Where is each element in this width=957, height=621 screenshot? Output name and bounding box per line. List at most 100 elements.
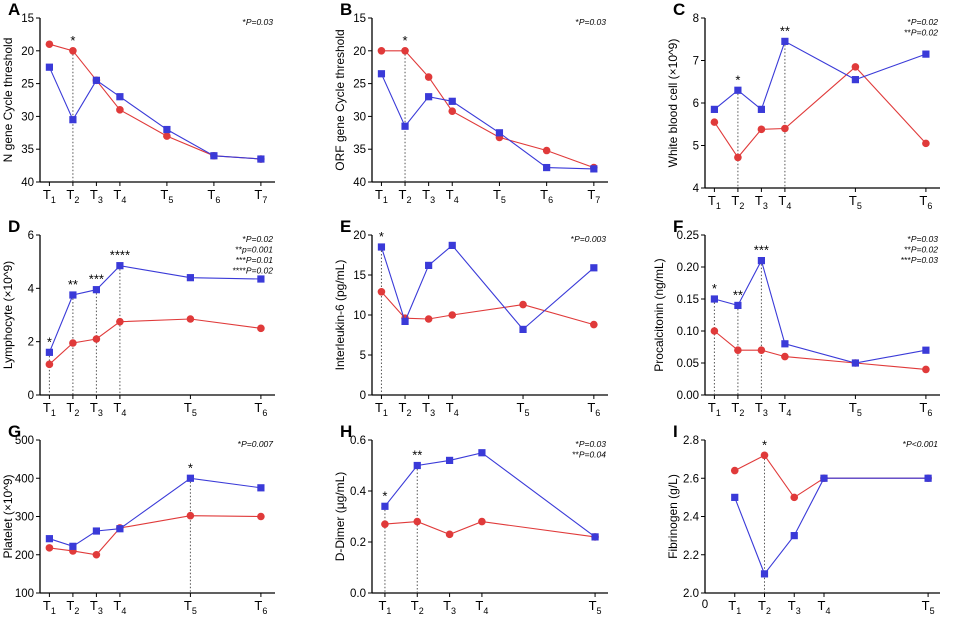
panel-f: F 0.00 0.05 0.10 0.15 0.20 0.25 Procalcitonin (… xyxy=(652,217,940,418)
x-tick-label: T5 xyxy=(849,193,862,211)
data-point-blue xyxy=(495,129,504,137)
data-point-red xyxy=(381,520,389,528)
panel-letter: B xyxy=(340,0,352,19)
data-point-blue xyxy=(69,291,77,299)
p-value-annotation: **P=0.02 xyxy=(904,245,938,255)
y-tick-label: 30 xyxy=(21,111,34,123)
data-point-red xyxy=(92,550,101,559)
y-tick-label: 2.6 xyxy=(683,473,699,485)
x-tick-label: T3 xyxy=(90,187,103,205)
p-value-annotation: *P=0.03 xyxy=(576,17,607,27)
significance-stars: * xyxy=(379,229,384,244)
y-tick-label: 25 xyxy=(353,79,366,91)
x-tick-label: T4 xyxy=(778,400,791,418)
data-point-blue xyxy=(924,474,932,482)
x-tick-label: T3 xyxy=(788,598,801,616)
data-point-blue xyxy=(731,493,739,501)
x-tick-label: T6 xyxy=(254,400,267,418)
series-line-blue xyxy=(380,73,594,170)
data-point-red xyxy=(448,107,457,115)
panel-letter: I xyxy=(673,422,678,441)
data-point-blue xyxy=(92,527,100,535)
series-line-blue xyxy=(48,66,261,160)
data-point-blue xyxy=(922,346,930,354)
p-value-annotation: *P=0.03 xyxy=(576,439,607,449)
y-tick-label: 0.2 xyxy=(350,537,366,549)
y-tick-label: 40 xyxy=(353,177,366,189)
data-point-red xyxy=(116,106,124,114)
x-tick-label: T2 xyxy=(66,187,79,205)
data-point-red xyxy=(92,335,101,343)
data-point-blue xyxy=(734,86,742,94)
data-point-red xyxy=(445,530,454,539)
data-point-red xyxy=(45,360,54,369)
data-point-blue xyxy=(710,105,718,113)
data-point-blue xyxy=(401,317,409,325)
data-point-red xyxy=(45,544,54,552)
x-tick-label: T6 xyxy=(919,400,932,418)
x-tick-label: T3 xyxy=(422,187,435,205)
x-tick-label: T1 xyxy=(708,400,721,418)
x-tick-label: T2 xyxy=(66,400,79,418)
y-tick-label: 20 xyxy=(21,46,34,58)
y-tick-label: 6 xyxy=(28,230,34,242)
series-line-blue xyxy=(49,477,261,547)
data-point-blue xyxy=(116,93,124,101)
significance-stars: * xyxy=(188,460,193,475)
data-point-red xyxy=(757,346,766,355)
x-tick-label: T2 xyxy=(411,598,424,616)
x-tick-label: T1 xyxy=(43,400,56,418)
data-point-blue xyxy=(257,484,265,492)
data-point-red xyxy=(424,73,433,81)
x-tick-label: T7 xyxy=(254,187,267,205)
significance-stars: ** xyxy=(68,277,78,292)
p-value-annotation: ****P=0.02 xyxy=(233,266,274,276)
series-line-blue xyxy=(48,265,261,353)
y-axis-label: D-Dimer (μg/mL) xyxy=(333,472,347,562)
series-line-red xyxy=(49,318,261,365)
x-tick-label: T1 xyxy=(708,193,721,211)
panel-letter: H xyxy=(340,422,352,441)
panel-letter: F xyxy=(673,217,683,236)
p-value-annotation: *P<0.001 xyxy=(903,439,938,449)
y-tick-label: 0.00 xyxy=(677,390,699,402)
y-tick-label: 35 xyxy=(21,144,34,156)
x-tick-label: T3 xyxy=(422,400,435,418)
series-line-blue xyxy=(714,40,927,111)
data-point-red xyxy=(377,47,386,55)
data-point-blue xyxy=(757,105,765,113)
panel-letter: A xyxy=(8,0,20,19)
y-tick-label: 40 xyxy=(21,177,34,189)
data-point-red xyxy=(424,315,433,323)
significance-stars: * xyxy=(47,334,52,349)
x-tick-label: T5 xyxy=(517,400,530,418)
data-point-red xyxy=(734,153,742,162)
p-value-annotation: *P=0.02 xyxy=(908,17,939,27)
y-tick-label: 2.0 xyxy=(683,588,699,600)
p-value-annotation: ***P=0.03 xyxy=(901,255,938,265)
p-value-annotation: ***P=0.01 xyxy=(236,255,273,265)
data-point-red xyxy=(922,365,930,374)
data-point-blue xyxy=(377,70,386,78)
data-point-blue xyxy=(92,286,100,294)
data-point-red xyxy=(519,300,527,309)
y-tick-label: 2.8 xyxy=(683,435,699,447)
data-point-red xyxy=(757,125,766,134)
data-point-blue xyxy=(790,532,798,540)
data-point-blue xyxy=(851,359,859,367)
x-tick-label: T4 xyxy=(818,598,831,616)
y-tick-label: 25 xyxy=(21,79,34,91)
x-tick-label: T5 xyxy=(922,598,935,616)
data-point-red xyxy=(851,63,860,71)
data-point-blue xyxy=(257,275,265,283)
data-point-blue xyxy=(425,261,433,269)
x-tick-label: T4 xyxy=(113,598,126,616)
data-point-red xyxy=(542,146,551,155)
series-line-red xyxy=(714,330,926,370)
x-tick-label: T6 xyxy=(587,400,600,418)
y-axis-label: Fibrinogen (g/L) xyxy=(666,474,680,559)
p-value-annotation: **P=0.02 xyxy=(904,28,938,38)
data-point-blue xyxy=(186,274,194,282)
data-point-red xyxy=(590,320,598,329)
